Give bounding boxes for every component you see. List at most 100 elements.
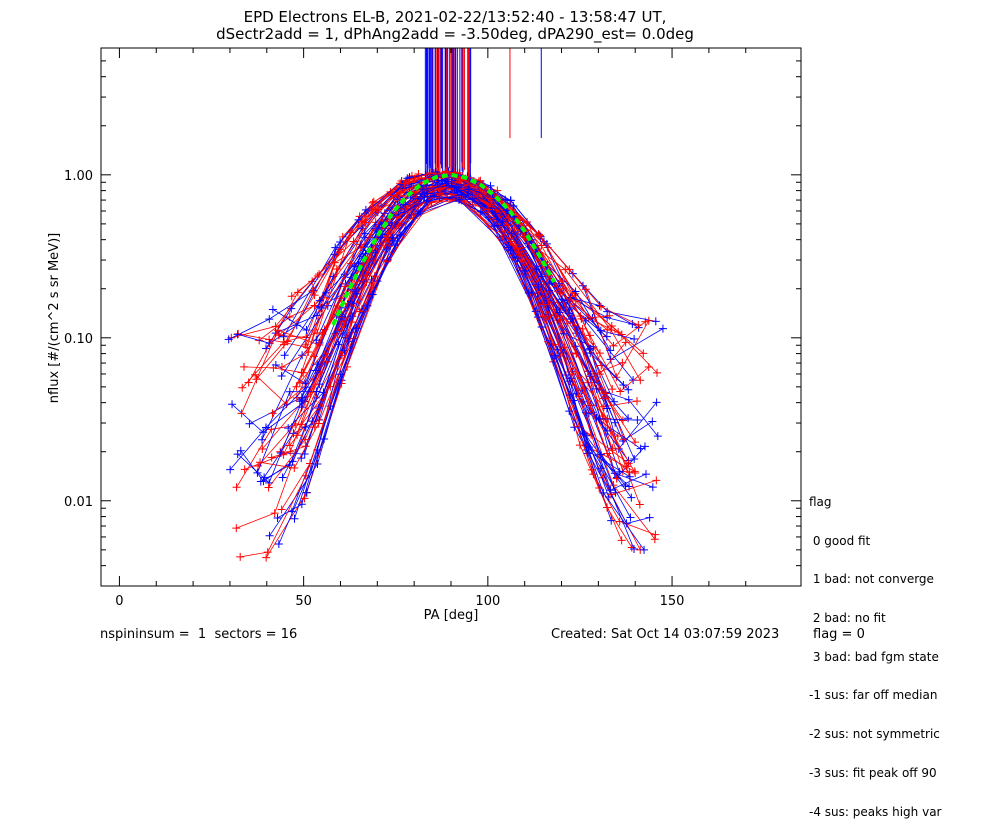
data-point: [634, 321, 643, 330]
data-point: [292, 382, 301, 391]
data-point: [651, 530, 660, 539]
x-tick-label: 0: [115, 594, 123, 609]
data-point: [268, 409, 277, 418]
data-point: [651, 317, 660, 326]
data-point: [645, 513, 654, 522]
data-point: [311, 366, 320, 375]
data-point: [648, 483, 657, 492]
data-point: [652, 398, 661, 407]
data-point: [572, 349, 581, 358]
data-point: [287, 292, 296, 301]
data-point: [454, 195, 463, 204]
data-point: [650, 535, 659, 544]
data-point: [582, 446, 591, 455]
data-point: [270, 509, 279, 518]
data-point: [293, 431, 302, 440]
x-tick-label: 100: [475, 594, 500, 609]
data-point: [625, 472, 634, 481]
trace-line: [299, 181, 613, 451]
data-point: [268, 305, 277, 314]
data-point: [486, 194, 495, 203]
data-point: [640, 545, 649, 554]
data-point: [337, 312, 346, 321]
data-point: [509, 202, 518, 211]
data-point: [565, 407, 574, 416]
data-point: [599, 488, 608, 497]
data-point: [244, 378, 253, 387]
data-point: [265, 315, 274, 324]
data-point: [354, 215, 363, 224]
legend-title: flag: [809, 494, 832, 509]
data-point: [447, 181, 456, 190]
y-tick-label: 1.00: [64, 169, 93, 184]
data-point: [658, 324, 667, 333]
data-point: [613, 432, 622, 441]
data-point: [555, 308, 564, 317]
data-point: [631, 468, 640, 477]
data-point: [641, 470, 650, 479]
data-point: [653, 368, 662, 377]
data-point: [468, 194, 477, 203]
y-tick-label: 0.01: [64, 495, 93, 510]
data-point: [260, 473, 269, 482]
data-point: [240, 362, 249, 371]
data-point: [300, 494, 309, 503]
data-point: [393, 236, 402, 245]
data-point: [490, 222, 499, 231]
data-point: [563, 319, 572, 328]
data-point: [596, 302, 605, 311]
data-point: [394, 221, 403, 230]
data-point: [305, 459, 314, 468]
legend-item: 2 bad: no fit: [809, 610, 886, 625]
data-point: [559, 314, 568, 323]
data-point: [373, 205, 382, 214]
data-point: [302, 325, 311, 334]
data-point: [596, 326, 605, 335]
data-point: [390, 241, 399, 250]
legend-item: 3 bad: bad fgm state: [809, 649, 939, 664]
data-point: [226, 465, 235, 474]
data-point: [269, 363, 278, 372]
data-point: [349, 237, 358, 246]
footer-created: Created: Sat Oct 14 03:07:59 2023: [551, 627, 780, 642]
data-point: [624, 385, 633, 394]
data-point: [261, 423, 270, 432]
trace-line: [231, 184, 657, 450]
x-tick-label: 50: [295, 594, 312, 609]
data-point: [224, 335, 233, 344]
data-point: [653, 432, 662, 441]
data-point: [401, 200, 410, 209]
data-point: [368, 290, 377, 299]
plot-frame: [100, 47, 802, 587]
data-point: [644, 363, 653, 372]
data-point: [297, 403, 306, 412]
data-point: [314, 419, 323, 428]
data-point: [265, 531, 274, 540]
trace-line: [315, 180, 629, 390]
fit-curve: [331, 172, 556, 326]
data-point: [556, 288, 565, 297]
flag-legend: flag 0 good fit 1 bad: not converge 2 ba…: [809, 470, 941, 831]
data-point: [309, 352, 318, 361]
data-point: [414, 209, 423, 218]
data-point: [388, 233, 397, 242]
data-point: [360, 233, 369, 242]
data-point: [277, 363, 286, 372]
data-point: [484, 205, 493, 214]
data-point: [617, 330, 626, 339]
data-point: [636, 376, 645, 385]
data-point: [286, 447, 295, 456]
data-point: [423, 196, 432, 205]
legend-item: -4 sus: peaks high var: [809, 804, 942, 819]
data-point: [608, 446, 617, 455]
data-point: [253, 468, 262, 477]
data-point: [341, 282, 350, 291]
data-point: [640, 442, 649, 451]
data-point: [491, 206, 500, 215]
data-point: [313, 328, 322, 337]
data-point: [232, 483, 241, 492]
data-point: [310, 291, 319, 300]
data-point: [297, 368, 306, 377]
data-point: [290, 514, 299, 523]
data-point: [232, 524, 241, 533]
